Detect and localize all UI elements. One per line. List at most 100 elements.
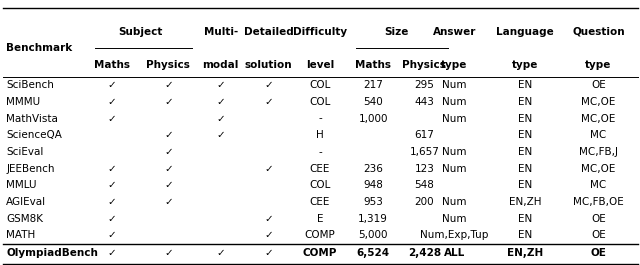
Text: Num: Num (442, 80, 467, 90)
Text: ✓: ✓ (264, 164, 273, 174)
Text: EN,ZH: EN,ZH (507, 248, 543, 258)
Text: ✓: ✓ (164, 164, 173, 174)
Text: ✓: ✓ (108, 248, 116, 258)
Text: ✓: ✓ (164, 147, 173, 157)
Text: ✓: ✓ (264, 248, 273, 258)
Text: OE: OE (591, 214, 606, 224)
Text: Num: Num (442, 164, 467, 174)
Text: Num: Num (442, 114, 467, 123)
Text: ✓: ✓ (164, 130, 173, 140)
Text: ✓: ✓ (108, 231, 116, 240)
Text: H: H (316, 130, 324, 140)
Text: 443: 443 (414, 97, 435, 107)
Text: Multi-: Multi- (204, 27, 238, 37)
Text: COL: COL (309, 80, 331, 90)
Text: Num: Num (442, 147, 467, 157)
Text: ✓: ✓ (108, 80, 116, 90)
Text: ✓: ✓ (108, 180, 116, 190)
Text: ScienceQA: ScienceQA (6, 130, 62, 140)
Text: ✓: ✓ (264, 97, 273, 107)
Text: EN,ZH: EN,ZH (509, 197, 541, 207)
Text: Maths: Maths (94, 60, 130, 70)
Text: Language: Language (496, 27, 554, 37)
Text: OE: OE (591, 231, 606, 240)
Text: MC: MC (590, 180, 607, 190)
Text: solution: solution (245, 60, 292, 70)
Text: E: E (317, 214, 323, 224)
Text: EN: EN (518, 214, 532, 224)
Text: OlympiadBench: OlympiadBench (6, 248, 99, 258)
Text: MMMU: MMMU (6, 97, 40, 107)
Text: EN: EN (518, 80, 532, 90)
Text: CEE: CEE (310, 197, 330, 207)
Text: ✓: ✓ (108, 214, 116, 224)
Text: MC,OE: MC,OE (581, 97, 616, 107)
Text: EN: EN (518, 97, 532, 107)
Text: Maths: Maths (355, 60, 391, 70)
Text: ✓: ✓ (164, 180, 173, 190)
Text: ✓: ✓ (216, 97, 225, 107)
Text: AGIEval: AGIEval (6, 197, 47, 207)
Text: 953: 953 (363, 197, 383, 207)
Text: Num: Num (442, 197, 467, 207)
Text: 548: 548 (414, 180, 435, 190)
Text: Physics: Physics (147, 60, 190, 70)
Text: 6,524: 6,524 (356, 248, 390, 258)
Text: MC,FB,OE: MC,FB,OE (573, 197, 624, 207)
Text: Answer: Answer (433, 27, 476, 37)
Text: COMP: COMP (303, 248, 337, 258)
Text: JEEBench: JEEBench (6, 164, 55, 174)
Text: modal: modal (203, 60, 239, 70)
Text: MC,OE: MC,OE (581, 114, 616, 123)
Text: -: - (318, 114, 322, 123)
Text: type: type (511, 60, 538, 70)
Text: 5,000: 5,000 (358, 231, 388, 240)
Text: EN: EN (518, 231, 532, 240)
Text: 1,657: 1,657 (410, 147, 439, 157)
Text: OE: OE (591, 80, 606, 90)
Text: COL: COL (309, 97, 331, 107)
Text: 236: 236 (363, 164, 383, 174)
Text: ✓: ✓ (108, 197, 116, 207)
Text: ✓: ✓ (164, 80, 173, 90)
Text: OE: OE (591, 248, 606, 258)
Text: 948: 948 (363, 180, 383, 190)
Text: 200: 200 (415, 197, 434, 207)
Text: EN: EN (518, 114, 532, 123)
Text: Difficulty: Difficulty (293, 27, 347, 37)
Text: 540: 540 (364, 97, 383, 107)
Text: ✓: ✓ (164, 197, 173, 207)
Text: 1,000: 1,000 (358, 114, 388, 123)
Text: Benchmark: Benchmark (6, 43, 73, 53)
Text: 123: 123 (414, 164, 435, 174)
Text: COL: COL (309, 180, 331, 190)
Text: Size: Size (385, 27, 409, 37)
Text: Num: Num (442, 97, 467, 107)
Text: 217: 217 (363, 80, 383, 90)
Text: Physics: Physics (403, 60, 446, 70)
Text: ALL: ALL (444, 248, 465, 258)
Text: Question: Question (572, 27, 625, 37)
Text: CEE: CEE (310, 164, 330, 174)
Text: 617: 617 (414, 130, 435, 140)
Text: EN: EN (518, 180, 532, 190)
Text: COMP: COMP (305, 231, 335, 240)
Text: ✓: ✓ (108, 114, 116, 123)
Text: ✓: ✓ (164, 248, 173, 258)
Text: MATH: MATH (6, 231, 36, 240)
Text: MC,FB,J: MC,FB,J (579, 147, 618, 157)
Text: EN: EN (518, 130, 532, 140)
Text: ✓: ✓ (264, 214, 273, 224)
Text: MMLU: MMLU (6, 180, 37, 190)
Text: type: type (585, 60, 612, 70)
Text: SciEval: SciEval (6, 147, 44, 157)
Text: ✓: ✓ (108, 97, 116, 107)
Text: Num,Exp,Tup: Num,Exp,Tup (420, 231, 488, 240)
Text: ✓: ✓ (164, 97, 173, 107)
Text: MC,OE: MC,OE (581, 164, 616, 174)
Text: GSM8K: GSM8K (6, 214, 44, 224)
Text: EN: EN (518, 164, 532, 174)
Text: 295: 295 (414, 80, 435, 90)
Text: ✓: ✓ (264, 80, 273, 90)
Text: MC: MC (590, 130, 607, 140)
